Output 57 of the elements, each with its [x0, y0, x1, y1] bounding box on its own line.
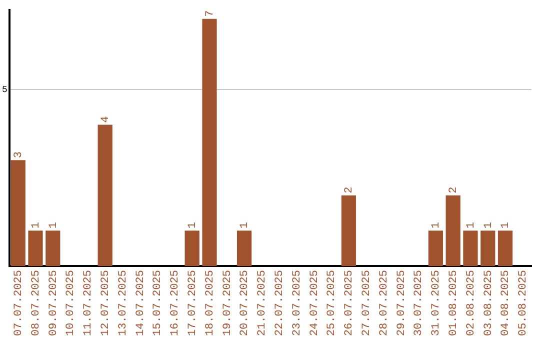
x-tick-label: 04.08.2025: [500, 270, 512, 336]
x-tick-label: 20.07.2025: [239, 270, 252, 336]
bar: [184, 230, 200, 266]
data-label: 1: [186, 222, 199, 229]
data-label: 1: [239, 222, 252, 229]
bar: [341, 195, 356, 266]
data-label: 7: [204, 10, 216, 17]
x-tick-label: 19.07.2025: [222, 270, 234, 336]
bar: [498, 230, 513, 266]
x-tick-label: 03.08.2025: [482, 270, 495, 336]
x-tick-label: 29.07.2025: [396, 270, 408, 336]
x-tick-label: 08.07.2025: [30, 270, 42, 336]
data-label: 1: [30, 222, 42, 229]
x-tick-label: 31.07.2025: [430, 270, 443, 336]
bar: [480, 230, 496, 266]
x-tick-label: 25.07.2025: [326, 270, 338, 336]
bar: [28, 230, 43, 266]
bar: [463, 230, 478, 266]
x-tick-label: 22.07.2025: [274, 270, 286, 336]
data-label: 1: [500, 222, 512, 229]
data-label: 2: [344, 186, 356, 194]
bar: [46, 230, 60, 266]
x-tick-label: 17.07.2025: [186, 270, 199, 336]
bar: [98, 124, 112, 266]
bar: [236, 230, 252, 266]
x-tick-label: 18.07.2025: [204, 270, 216, 336]
x-tick-label: 21.07.2025: [256, 270, 269, 336]
data-label: 3: [13, 151, 26, 158]
data-label: 1: [48, 222, 60, 229]
x-tick-label: 15.07.2025: [152, 270, 164, 336]
bar: [10, 160, 26, 266]
x-tick-label: 13.07.2025: [117, 270, 130, 336]
x-tick-label: 11.07.2025: [82, 270, 95, 336]
x-tick-label: 16.07.2025: [170, 270, 182, 336]
bar: [428, 230, 443, 266]
x-tick-label: 30.07.2025: [413, 270, 426, 336]
x-tick-label: 10.07.2025: [65, 270, 78, 336]
x-tick-label: 09.07.2025: [48, 270, 60, 336]
data-label: 1: [482, 222, 495, 229]
bar: [446, 195, 460, 266]
x-tick-label: 12.07.2025: [100, 270, 112, 336]
x-tick-label: 01.08.2025: [448, 270, 460, 336]
x-tick-label: 05.08.2025: [518, 270, 530, 336]
data-label: 2: [448, 186, 460, 194]
x-tick-label: 14.07.2025: [134, 270, 147, 336]
x-tick-label: 28.07.2025: [378, 270, 390, 336]
x-tick-label: 27.07.2025: [360, 270, 373, 336]
data-label: 4: [100, 116, 112, 123]
data-label: 1: [465, 222, 478, 229]
x-tick-label: 24.07.2025: [308, 270, 321, 336]
bar: [202, 18, 217, 266]
x-tick-label: 23.07.2025: [291, 270, 304, 336]
x-tick-label: 07.07.2025: [13, 270, 26, 336]
data-label: 1: [430, 222, 443, 229]
x-tick-label: 02.08.2025: [465, 270, 478, 336]
y-tick-label: 5: [2, 84, 8, 95]
x-tick-label: 26.07.2025: [344, 270, 356, 336]
